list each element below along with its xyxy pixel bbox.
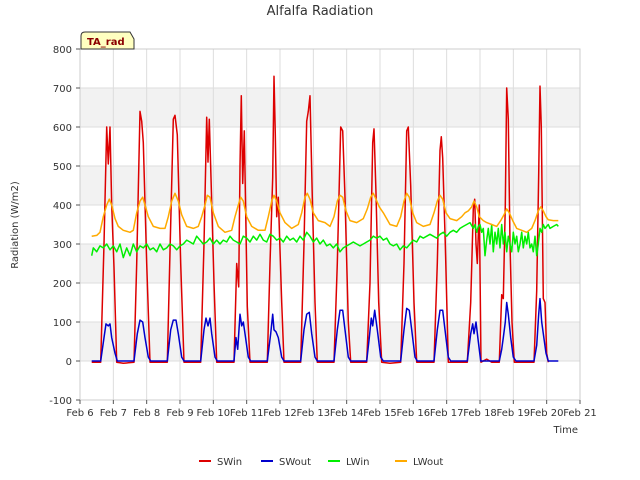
x-tick-label: Feb 10 xyxy=(197,408,231,419)
x-tick-label: Feb 15 xyxy=(363,408,397,419)
y-tick-label: 600 xyxy=(53,123,72,134)
x-tick-label: Feb 14 xyxy=(330,408,364,419)
series-line-lwin xyxy=(90,221,559,259)
x-axis-label: Time xyxy=(553,425,578,436)
series-layer xyxy=(90,75,559,365)
legend-label-swout: SWout xyxy=(279,457,311,468)
y-axis-ticks: -100 0 100 200 300 400 500 600 700 800 xyxy=(49,45,80,407)
y-tick-label: 800 xyxy=(53,45,72,56)
y-tick-label: 300 xyxy=(53,240,72,251)
legend: SWin SWout LWin LWout xyxy=(199,457,443,468)
x-tick-label: Feb 13 xyxy=(297,408,331,419)
x-tick-label: Feb 21 xyxy=(563,408,597,419)
plot-area-frame xyxy=(79,48,581,401)
y-axis-label: Radiation (W/m2) xyxy=(10,181,21,269)
y-tick-label: 0 xyxy=(66,357,72,368)
x-tick-label: Feb 11 xyxy=(230,408,264,419)
series-line-swin xyxy=(91,75,550,365)
x-tick-label: Feb 20 xyxy=(530,408,564,419)
grid-band xyxy=(80,166,580,205)
y-tick-label: 400 xyxy=(53,201,72,212)
x-tick-label: Feb 12 xyxy=(263,408,297,419)
x-tick-label: Feb 9 xyxy=(166,408,193,419)
x-tick-label: Feb 6 xyxy=(66,408,93,419)
series-line-lwout xyxy=(91,192,559,237)
y-tick-label: -100 xyxy=(49,396,72,407)
legend-label-lwout: LWout xyxy=(413,457,443,468)
badge-box xyxy=(80,31,135,50)
x-tick-label: Feb 7 xyxy=(100,408,127,419)
grid-band xyxy=(80,322,580,361)
legend-label-lwin: LWin xyxy=(346,457,369,468)
y-tick-label: 100 xyxy=(53,318,72,329)
y-tick-label: 500 xyxy=(53,162,72,173)
grid-band xyxy=(80,88,580,127)
badge-label: TA_rad xyxy=(87,37,125,48)
y-tick-label: 200 xyxy=(53,279,72,290)
ta-rad-badge: TA_rad xyxy=(80,31,135,50)
x-axis-ticks: Feb 6 Feb 7 Feb 8 Feb 9 Feb 10 Feb 11 Feb 12 Fe… xyxy=(66,400,597,419)
x-tick-label: Feb 18 xyxy=(463,408,497,419)
x-tick-label: Feb 19 xyxy=(497,408,531,419)
grid-bands xyxy=(80,88,580,361)
y-tick-label: 700 xyxy=(53,84,72,95)
chart-title: Alfalfa Radiation xyxy=(267,4,374,19)
x-tick-label: Feb 17 xyxy=(430,408,464,419)
x-tick-label: Feb 16 xyxy=(397,408,431,419)
x-tick-label: Feb 8 xyxy=(133,408,160,419)
series-line-swout xyxy=(91,297,559,362)
legend-label-swin: SWin xyxy=(217,457,242,468)
